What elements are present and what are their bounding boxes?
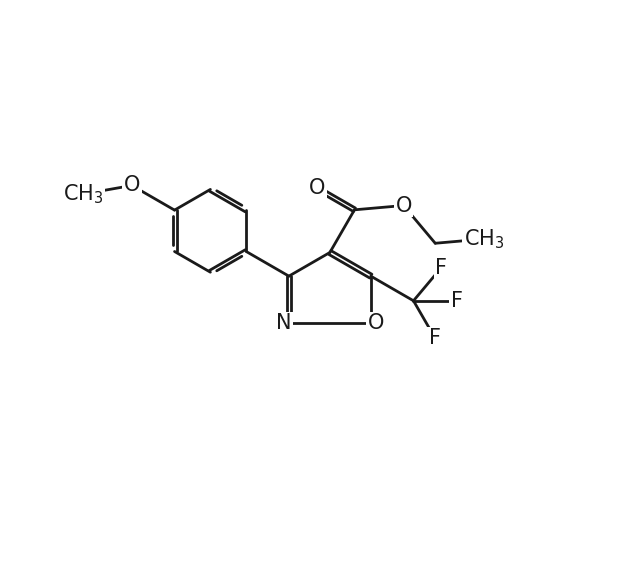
Text: F: F	[435, 258, 447, 278]
Text: F: F	[451, 291, 463, 311]
Text: O: O	[396, 196, 412, 215]
Text: O: O	[124, 176, 140, 196]
Text: O: O	[308, 178, 325, 198]
Text: F: F	[429, 328, 441, 348]
Text: CH$_3$: CH$_3$	[464, 227, 504, 251]
Text: N: N	[276, 314, 292, 333]
Text: O: O	[367, 314, 384, 333]
Text: CH$_3$: CH$_3$	[63, 182, 104, 206]
